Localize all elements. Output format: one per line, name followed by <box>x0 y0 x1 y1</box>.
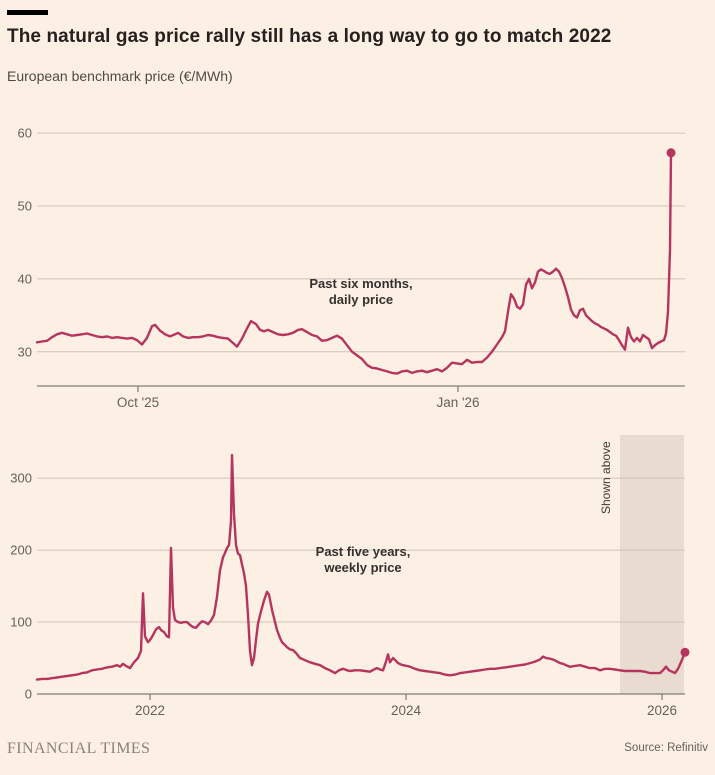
x-axis-label: Oct '25 <box>116 395 160 410</box>
annotation-line: daily price <box>328 292 394 307</box>
y-axis-label: 0 <box>24 686 32 702</box>
weekly-price-annotation: Past five years, weekly price <box>293 544 433 576</box>
y-axis-label: 300 <box>10 470 32 486</box>
y-axis-label: 200 <box>10 542 32 558</box>
ft-logo-text: FINANCIAL TIMES <box>7 740 151 757</box>
y-axis-label: 40 <box>17 271 32 287</box>
ft-accent-bar <box>7 10 48 15</box>
weekly-price-chart <box>35 435 690 700</box>
y-axis-label: 60 <box>17 125 32 141</box>
y-axis-label: 30 <box>17 344 32 360</box>
annotation-line: weekly price <box>324 560 402 575</box>
shown-above-label: Shown above <box>599 441 613 514</box>
x-axis-label: 2022 <box>134 703 166 718</box>
daily-price-chart <box>35 132 685 392</box>
y-axis-label: 50 <box>17 198 32 214</box>
page-subtitle: European benchmark price (€/MWh) <box>7 68 233 84</box>
x-axis-label: Jan '26 <box>436 395 480 410</box>
y-axis-label: 100 <box>10 614 32 630</box>
annotation-line: Past six months, <box>309 276 413 291</box>
x-axis-label: 2026 <box>646 703 678 718</box>
annotation-line: Past five years, <box>315 544 411 559</box>
page-title: The natural gas price rally still has a … <box>7 26 612 47</box>
x-axis-label: 2024 <box>390 703 422 718</box>
source-credit: Source: Refinitiv <box>624 742 708 754</box>
daily-price-annotation: Past six months, daily price <box>291 276 431 308</box>
